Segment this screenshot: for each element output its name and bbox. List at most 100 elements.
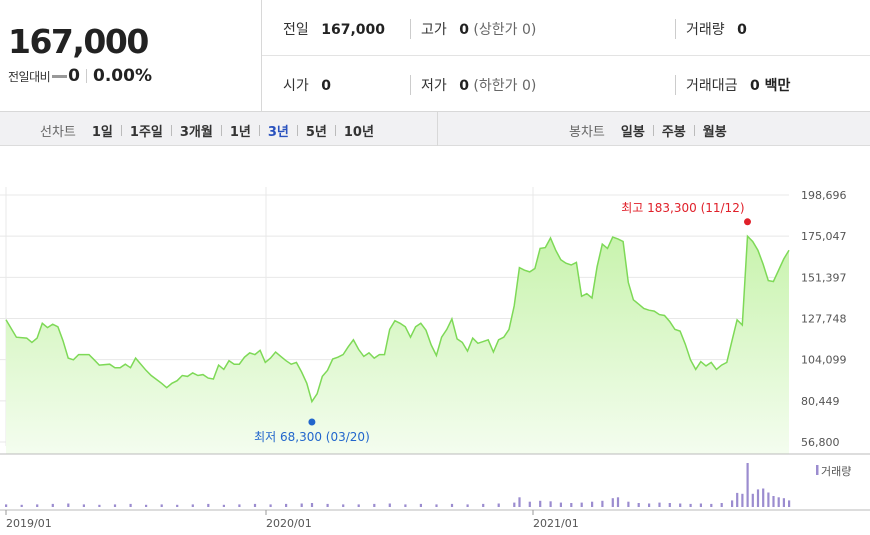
volume-cell: 거래량 0 bbox=[675, 19, 747, 39]
volume-bar bbox=[731, 500, 734, 507]
volume-bars: 거래량 bbox=[5, 463, 851, 507]
volume-bar bbox=[616, 497, 620, 507]
volume-bar bbox=[497, 503, 500, 507]
volume-bar bbox=[601, 500, 604, 507]
volume-bar bbox=[559, 502, 562, 507]
candle-chart-label: 봉차트 bbox=[569, 125, 605, 140]
x-axis-ticks: 2019/01 2020/01 2021/01 bbox=[5, 510, 579, 530]
tab-3m[interactable]: 3개월 bbox=[179, 125, 213, 140]
divider bbox=[170, 125, 172, 136]
high-marker bbox=[744, 218, 751, 226]
high-annotation: 최고 183,300 (11/12) bbox=[621, 201, 744, 215]
volume-bar bbox=[539, 500, 542, 507]
volume-bar bbox=[466, 504, 469, 507]
tab-1y[interactable]: 1년 bbox=[229, 125, 251, 140]
volume-bar bbox=[777, 497, 780, 507]
volume-bar bbox=[435, 504, 438, 507]
volume-bar bbox=[285, 503, 288, 507]
change-label: 전일대비 bbox=[8, 69, 51, 84]
volume-bar bbox=[689, 503, 692, 507]
volume-bar bbox=[342, 504, 345, 507]
volume-bar bbox=[767, 492, 770, 507]
volume-value: 0 bbox=[737, 22, 747, 38]
high-label: 고가 bbox=[421, 22, 447, 38]
volume-bar bbox=[788, 500, 791, 507]
low-cell: 저가 0 (하한가 0) bbox=[410, 75, 536, 95]
current-price: 167,000 bbox=[8, 22, 149, 61]
tab-monthly[interactable]: 월봉 bbox=[702, 125, 727, 140]
lower-limit: (하한가 0) bbox=[473, 78, 537, 94]
volume-bar bbox=[51, 503, 54, 507]
open-value: 0 bbox=[321, 78, 331, 94]
volume-bar bbox=[404, 504, 407, 507]
high-value: 0 bbox=[459, 22, 469, 38]
volume-bar bbox=[756, 489, 760, 507]
amount-value: 0 백만 bbox=[749, 78, 791, 94]
open-cell: 시가 0 bbox=[283, 75, 331, 95]
volume-bar bbox=[513, 502, 516, 507]
divider bbox=[334, 125, 336, 136]
volume-bar bbox=[5, 504, 8, 507]
line-chart-tabs: 선차트 1일 1주일 3개월 1년 3년 5년 10년 bbox=[40, 121, 374, 140]
quote-header: 167,000 전일대비 0 0.00% 전일 167,000 고가 0 (상한… bbox=[0, 0, 870, 112]
volume-bar bbox=[310, 503, 314, 507]
chart-annotations: 최고 183,300 (11/12) 최저 68,300 (03/20) bbox=[254, 201, 751, 444]
y-tick-label: 56,800 bbox=[801, 436, 840, 449]
tab-daily[interactable]: 일봉 bbox=[620, 125, 645, 140]
volume-bar bbox=[658, 502, 661, 507]
volume-bar bbox=[191, 504, 194, 507]
volume-label: 거래량 bbox=[686, 22, 725, 38]
volume-bar bbox=[419, 503, 422, 507]
amount-cell: 거래대금 0 백만 bbox=[675, 75, 790, 95]
volume-bar bbox=[238, 504, 241, 507]
info-row-1: 전일 167,000 고가 0 (상한가 0) 거래량 0 bbox=[262, 0, 870, 56]
tab-weekly[interactable]: 주봉 bbox=[661, 125, 686, 140]
tab-10y[interactable]: 10년 bbox=[343, 125, 374, 140]
tab-5y[interactable]: 5년 bbox=[305, 125, 327, 140]
divider bbox=[693, 125, 695, 136]
volume-bar bbox=[528, 501, 531, 507]
x-tick-label: 2020/01 bbox=[266, 517, 312, 530]
change-row: 전일대비 0 0.00% bbox=[8, 66, 152, 86]
volume-bar bbox=[222, 504, 225, 507]
low-annotation: 최저 68,300 (03/20) bbox=[254, 430, 370, 444]
volume-bar bbox=[129, 503, 132, 507]
open-label: 시가 bbox=[283, 78, 309, 94]
volume-bar bbox=[176, 504, 179, 507]
high-cell: 고가 0 (상한가 0) bbox=[410, 19, 536, 39]
volume-bar bbox=[82, 504, 85, 507]
price-line bbox=[5, 234, 790, 404]
volume-bar bbox=[699, 503, 702, 507]
volume-bar bbox=[253, 503, 257, 507]
volume-bar bbox=[357, 504, 360, 507]
volume-bar bbox=[326, 503, 329, 507]
volume-bar bbox=[627, 501, 630, 507]
volume-bar bbox=[145, 504, 148, 507]
change-value: 0 bbox=[68, 66, 81, 86]
change-rate: 0.00% bbox=[93, 66, 152, 86]
volume-bar bbox=[36, 504, 39, 507]
tab-1w[interactable]: 1주일 bbox=[129, 125, 163, 140]
divider bbox=[652, 125, 654, 136]
quote-info-grid: 전일 167,000 고가 0 (상한가 0) 거래량 0 시가 0 저가 0 … bbox=[262, 0, 870, 112]
volume-bar bbox=[710, 503, 713, 507]
y-tick-label: 175,047 bbox=[801, 230, 847, 243]
volume-bar bbox=[113, 504, 117, 507]
divider bbox=[258, 125, 260, 136]
y-tick-label: 104,099 bbox=[801, 354, 847, 367]
volume-bar bbox=[782, 498, 785, 507]
volume-bar bbox=[648, 503, 651, 507]
volume-bar bbox=[207, 503, 210, 507]
volume-bar bbox=[20, 504, 23, 507]
volume-bar bbox=[591, 501, 594, 507]
low-marker bbox=[308, 418, 316, 426]
divider bbox=[296, 125, 298, 136]
price-chart[interactable]: 198,696 175,047 151,397 127,748 104,099 80,44… bbox=[0, 147, 870, 535]
volume-bar bbox=[160, 504, 163, 507]
tab-3y[interactable]: 3년 bbox=[267, 125, 289, 140]
tab-1d[interactable]: 1일 bbox=[91, 125, 113, 140]
volume-bar bbox=[772, 496, 775, 507]
volume-bar bbox=[741, 493, 744, 507]
amount-label: 거래대금 bbox=[686, 78, 738, 94]
price-area bbox=[6, 236, 789, 454]
